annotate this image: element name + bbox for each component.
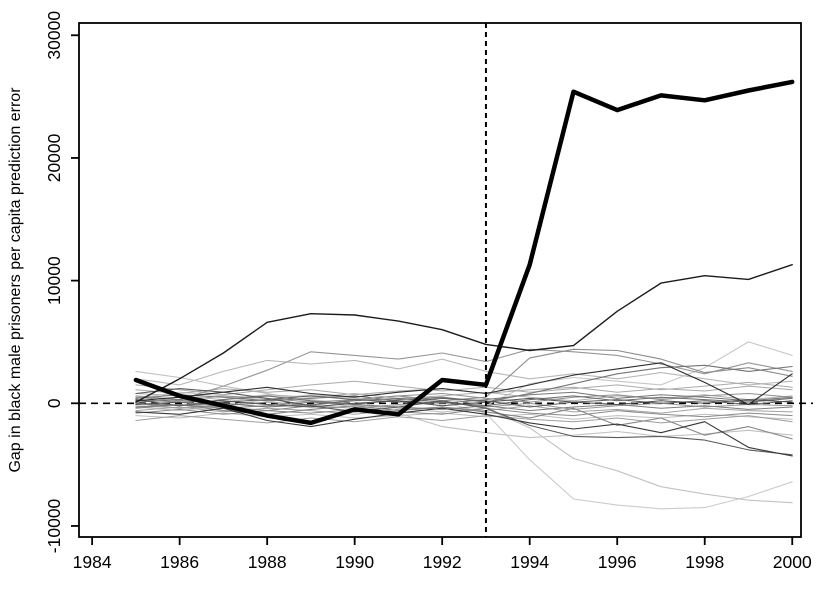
x-tick-label: 1986 xyxy=(160,552,199,572)
placebo-dark-wander-line xyxy=(135,407,793,457)
placebo-gray-4000-level-line xyxy=(135,348,793,401)
x-tick-label: 1990 xyxy=(335,552,374,572)
y-tick-label: 20000 xyxy=(44,133,64,182)
placebo-cluster-10-line xyxy=(135,412,793,420)
y-tick-label: 30000 xyxy=(44,11,64,60)
placebo-cluster-2-line xyxy=(135,401,793,412)
y-tick-label: 10000 xyxy=(44,256,64,305)
placebo-cluster-3-line xyxy=(135,393,793,403)
x-tick-label: 1988 xyxy=(248,552,287,572)
x-tick-label: 1996 xyxy=(598,552,637,572)
placebo-mid-band-up-line xyxy=(135,380,793,396)
placebo-dark-top-line xyxy=(135,264,793,403)
placebo-light-hump-pre-line xyxy=(135,358,793,386)
x-tick-label: 1984 xyxy=(73,552,112,572)
placebo-cluster-11-line xyxy=(135,391,793,404)
x-tick-label: 1992 xyxy=(423,552,462,572)
placebo-med-dive-line xyxy=(135,388,793,456)
y-tick-label: 0 xyxy=(44,398,64,408)
x-tick-label: 2000 xyxy=(773,552,812,572)
series-group xyxy=(133,79,795,510)
treated-unit-line xyxy=(133,79,795,426)
placebo-mid-band-down-line xyxy=(135,415,793,424)
y-tick-label: -10000 xyxy=(44,498,64,553)
x-axis: 1984 1986 1988 1990 1992 1994 1996 1998 2000 xyxy=(73,537,812,572)
y-axis-title: Gap in black male prisoners per capita p… xyxy=(7,87,24,473)
x-tick-label: 1994 xyxy=(510,552,549,572)
placebo-cluster-6-line xyxy=(135,397,793,408)
y-axis: -10000 0 10000 20000 30000 xyxy=(44,11,79,553)
x-tick-label: 1998 xyxy=(685,552,724,572)
placebo-dark-v-1999-line xyxy=(135,362,793,406)
